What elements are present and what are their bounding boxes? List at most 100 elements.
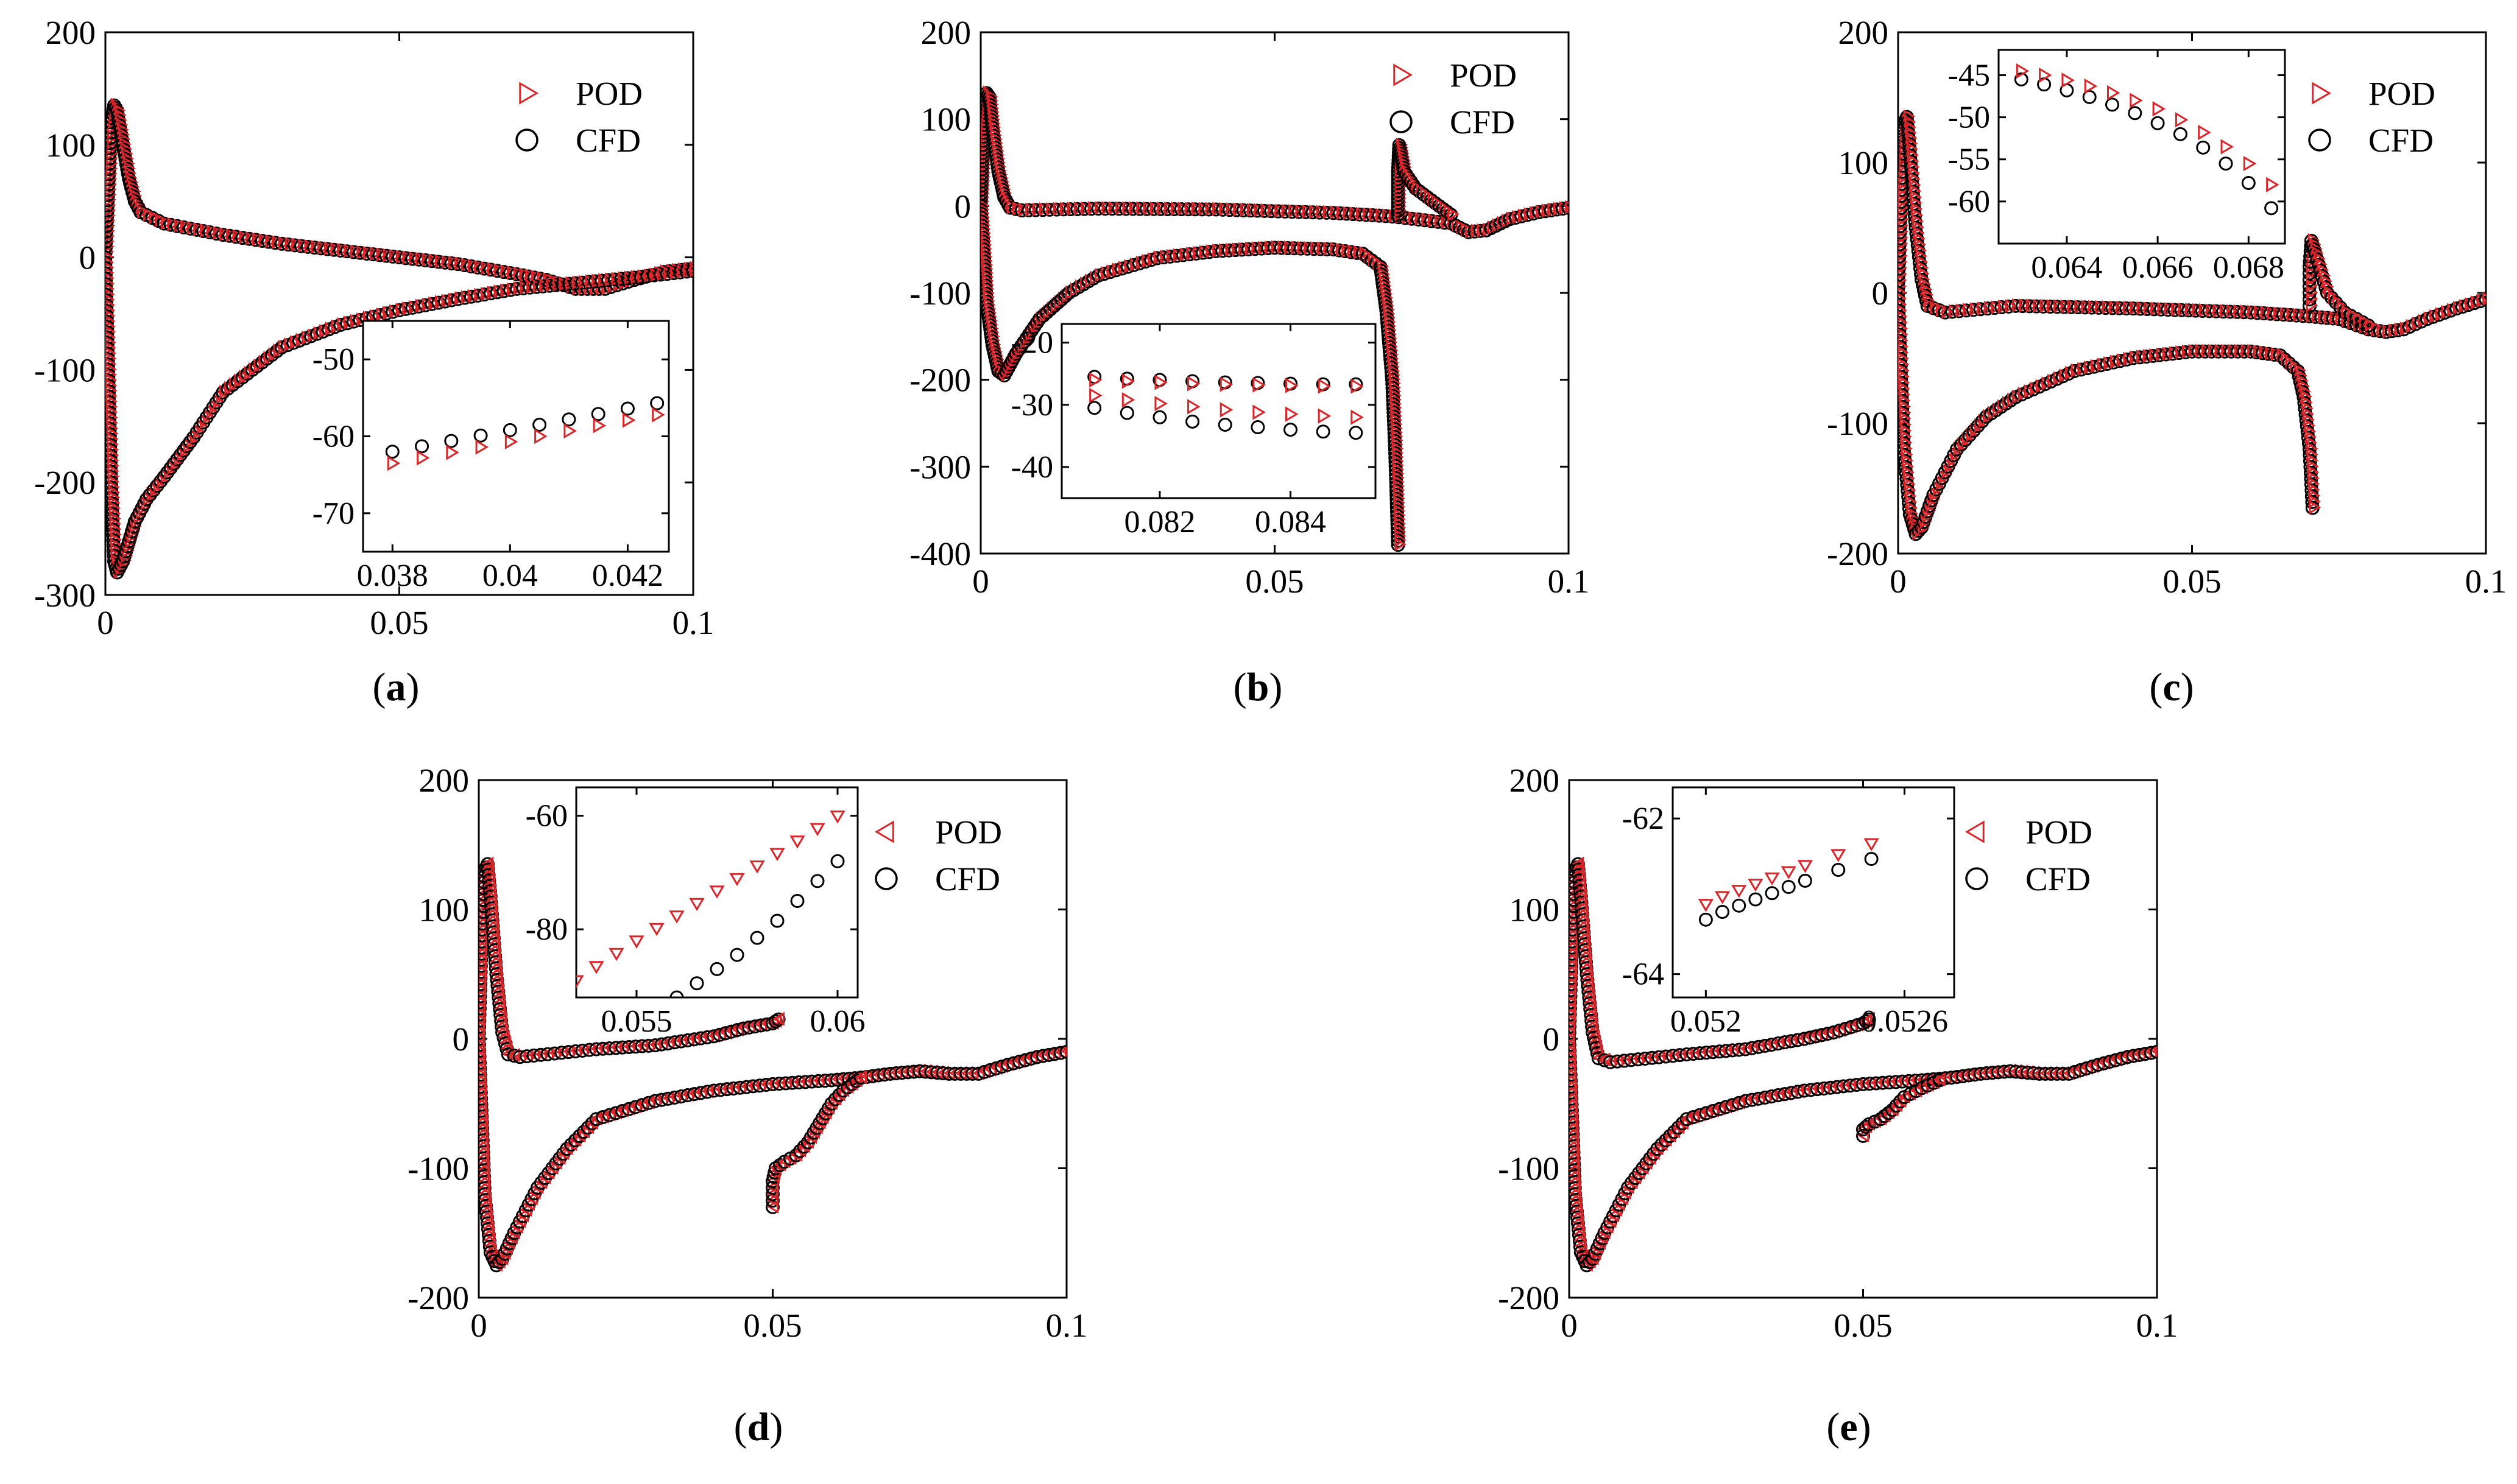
x-tick-label: 0.1 [672,604,715,641]
inset-y-tick-label: -55 [1948,142,1990,177]
inset-cfd-point [1153,410,1167,424]
x-tick-label: 0.1 [1548,563,1590,600]
inset-pod-point [593,418,607,434]
inset-cfd-point [1251,420,1265,435]
y-tick-label: -200 [1498,1279,1559,1317]
inset-cfd-point [1698,912,1713,927]
legend-pod-label: POD [2025,814,2092,851]
pod-point [1565,200,1569,214]
data-series [479,856,1067,1273]
cfd-point [1882,1075,1896,1090]
inset-x-tick-label: 0.082 [1124,505,1195,540]
inset-y-tick-label: -50 [312,342,355,377]
y-tick-label: 100 [419,891,470,929]
inset-cfd-point [1349,426,1363,440]
legend-pod-label: POD [2368,75,2435,112]
inset-pod-point [1781,866,1796,879]
inset-pod-point [669,910,685,924]
inset-cfd-point [790,893,805,908]
pod-point [1947,452,1960,468]
inset-plot: 0.082 0.084 -20 -30 -40 [1011,323,1377,540]
pod-point [1625,1175,1638,1190]
pod-point [1640,1155,1653,1170]
legend-cfd-marker [2308,128,2331,152]
cfd-point [1671,1120,1686,1135]
inset-pod-point [504,434,518,449]
y-tick-label: -200 [34,464,96,501]
cfd-point [1862,1012,1876,1027]
inset-pod-point [475,439,489,455]
inset-pod-point [1830,849,1846,862]
cfd-point [615,1040,630,1055]
inset-pod-point [446,445,459,460]
inset-cfd-point [750,930,764,945]
inset-pod-point [576,975,584,988]
pod-point [794,1143,807,1158]
inset-x-tick-label: 0.068 [2213,250,2284,285]
pod-point [535,1175,548,1190]
inset-cfd-point [770,913,785,928]
cfd-point [1699,1046,1714,1060]
pod-point [531,1180,544,1194]
cfd-point [1856,1077,1870,1091]
inset-cfd-point [473,428,488,443]
pod-point [1535,204,1548,219]
legend-pod-label: POD [935,814,1002,851]
cfd-point [1650,1142,1665,1156]
legend-cfd-marker [1389,110,1413,133]
pod-point [1394,537,1407,552]
cfd-point [778,1076,793,1091]
pod-point [189,429,202,444]
cfd-point [772,1077,786,1091]
pod-point [2394,322,2407,337]
inset-pod-point [729,873,745,887]
inset-cfd-point [710,962,724,976]
cfd-point [1712,1044,1727,1059]
y-tick-label: -200 [1827,535,1888,572]
pod-point [772,1011,785,1026]
inset-cfd-point [1218,417,1232,432]
inset-cfd-point [2082,90,2097,104]
y-tick-label: 100 [1838,144,1889,181]
inset-pod-point [649,923,665,937]
y-tick-label: 0 [453,1021,470,1058]
pod-point [1643,1150,1656,1166]
pod-point [808,1125,820,1139]
inset-x-tick-label: 0.0526 [1861,1004,1948,1039]
cfd-point [2144,1046,2157,1060]
cfd-point [1895,1074,1910,1089]
inset-cfd-point [1185,414,1200,429]
inset-pod-point [588,961,604,974]
inset-pod-point [789,835,805,849]
pod-point [569,1133,582,1147]
inset-y-tick-label: -62 [1622,801,1664,836]
y-tick-label: -100 [909,275,971,312]
pod-point [829,1091,842,1106]
pod-point [810,1120,823,1134]
inset-cfd-point [385,445,400,459]
inset-frame [1997,49,2286,245]
inset-pod-point [709,885,725,899]
inset-pod-point [1220,376,1234,392]
cfd-point [791,1075,806,1090]
pod-point [1636,1160,1649,1175]
inset-pod-point [1089,372,1103,388]
inset-pod-point [2061,72,2075,88]
inset-cfd-point [1798,873,1812,888]
pod-point [1932,481,1945,496]
cfd-point [1856,1128,1870,1143]
y-tick-label: -300 [34,577,96,614]
cfd-point [1869,1076,1883,1091]
cfd-point [596,1041,610,1056]
pod-point [822,1100,835,1115]
legend-pod-marker [1393,63,1413,86]
inset-cfd-point [444,434,459,448]
pod-point [690,263,693,278]
inset-pod-point [622,412,636,428]
x-tick-label: 0 [972,563,989,600]
pod-point [833,1087,845,1102]
inset-pod-point [1714,891,1731,904]
pod-point [542,1165,555,1180]
pod-point [2347,308,2360,323]
inset-pod-point [609,948,624,962]
